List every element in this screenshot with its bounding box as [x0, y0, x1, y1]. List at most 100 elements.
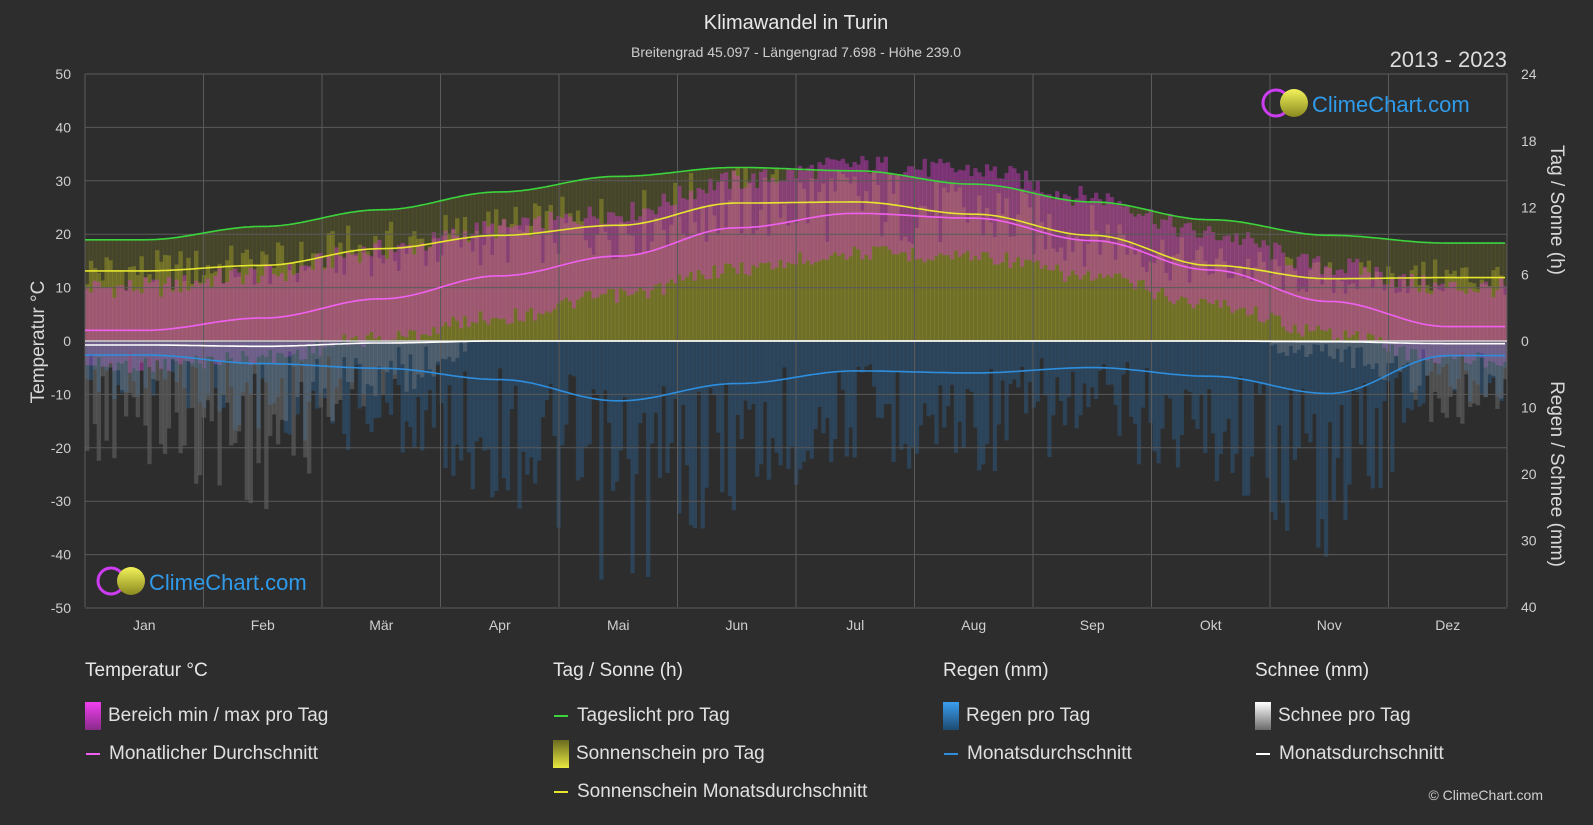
- sunshine-bar: [420, 238, 425, 341]
- snow-bar: [1331, 341, 1336, 359]
- logo-top[interactable]: ClimeChart.com: [1261, 88, 1470, 118]
- rain-bar: [895, 341, 900, 372]
- temp-range-bar: [1179, 227, 1185, 297]
- temp-range-bar: [805, 167, 811, 261]
- temp-range-bar: [275, 276, 281, 353]
- y-tick-label-temp: -20: [51, 440, 71, 456]
- rain-bar: [517, 341, 522, 509]
- sunshine-bar: [833, 191, 838, 341]
- rain-bar: [427, 341, 433, 391]
- rain-bar: [653, 341, 659, 413]
- sunshine-bar: [607, 240, 612, 341]
- sunshine-bar: [197, 282, 203, 341]
- rain-bar: [957, 341, 962, 422]
- sunshine-bar: [599, 198, 604, 341]
- rain-bar: [833, 341, 838, 440]
- snow-bar: [435, 341, 440, 362]
- snow-bar: [1417, 341, 1422, 386]
- sunshine-bar: [1195, 249, 1200, 341]
- sunshine-bar: [1148, 261, 1153, 341]
- temp-range-bar: [1242, 238, 1247, 308]
- rain-bar: [630, 341, 635, 574]
- snow-bar: [1475, 341, 1481, 406]
- rain-bar: [731, 341, 737, 511]
- sunshine-bar: [622, 223, 627, 341]
- sunshine-bar: [529, 225, 534, 341]
- sunshine-bar: [392, 261, 398, 341]
- rain-bar: [423, 341, 429, 411]
- rain-bar: [525, 341, 530, 475]
- temp-range-bar: [1253, 243, 1259, 307]
- snow-bar: [1405, 341, 1411, 363]
- rain-bar: [404, 341, 409, 422]
- sunshine-bar: [646, 253, 651, 341]
- y-tick-label-hours: 12: [1521, 200, 1537, 216]
- rain-bar: [1171, 341, 1177, 440]
- sunshine-bar: [1117, 224, 1122, 341]
- sunshine-bar: [992, 237, 998, 341]
- sunshine-bar: [1113, 259, 1118, 341]
- legend-label: Monatsdurchschnitt: [1279, 743, 1444, 764]
- rain-bar: [770, 341, 775, 439]
- snow-bar: [1273, 341, 1278, 345]
- temp-range-bar: [494, 238, 499, 318]
- legend-title: Temperatur °C: [85, 660, 208, 681]
- sunshine-bar: [930, 217, 935, 341]
- temp-range-bar: [700, 189, 705, 275]
- temp-range-bar: [1483, 281, 1488, 368]
- temp-range-bar: [283, 281, 288, 358]
- sunshine-bar: [1358, 262, 1364, 341]
- sunshine-bar: [848, 183, 853, 341]
- temp-range-bar: [1362, 266, 1368, 341]
- temp-range-bar: [151, 279, 156, 372]
- rain-bar: [490, 341, 495, 498]
- temp-range-bar: [1390, 278, 1395, 345]
- snow-bar: [1390, 341, 1395, 364]
- logo-bottom[interactable]: ClimeChart.com: [96, 566, 307, 596]
- temp-range-bar: [1351, 262, 1356, 335]
- temp-range-bar: [1382, 284, 1387, 349]
- rain-bar: [1129, 341, 1134, 417]
- sunshine-bar: [213, 271, 218, 341]
- sunshine-bar: [914, 228, 920, 341]
- rain-bar: [116, 341, 121, 386]
- daylight-bar: [170, 237, 176, 341]
- x-tick-label-month: Mär: [369, 617, 393, 633]
- sunshine-bar: [727, 200, 733, 341]
- rain-bar: [1409, 341, 1414, 411]
- sunshine-bar: [1491, 270, 1496, 341]
- temp-range-bar: [1331, 274, 1336, 341]
- sunshine-bar: [1397, 291, 1403, 341]
- sunshine-bar: [903, 236, 908, 341]
- rain-bar: [1238, 341, 1243, 377]
- sunshine-bar: [423, 265, 429, 341]
- snow-bar: [1374, 341, 1379, 364]
- sunshine-bar: [969, 213, 974, 341]
- snow-bar: [299, 341, 304, 383]
- rain-bar: [1207, 341, 1212, 390]
- temp-range-bar: [1164, 219, 1169, 297]
- temp-range-bar: [571, 221, 577, 309]
- rain-bar: [190, 341, 195, 367]
- temp-range-bar: [657, 206, 662, 284]
- sunshine-bar: [233, 277, 238, 341]
- rain-bar: [977, 341, 982, 471]
- temp-range-bar: [120, 285, 125, 364]
- temp-range-bar: [1300, 253, 1305, 337]
- sunshine-bar: [435, 261, 440, 341]
- sunshine-bar: [704, 241, 709, 341]
- temp-range-bar: [774, 182, 779, 268]
- sunshine-bar: [439, 255, 444, 341]
- temp-range-bar: [677, 185, 682, 275]
- temp-range-bar: [568, 216, 573, 302]
- temp-range-bar: [1152, 224, 1157, 300]
- rain-bar: [1319, 341, 1325, 520]
- sunshine-bar: [918, 205, 924, 341]
- sunshine-bar: [474, 230, 479, 341]
- sunshine-bar: [256, 265, 261, 341]
- rain-bar: [1199, 341, 1204, 396]
- temp-range-bar: [1039, 192, 1044, 269]
- sunshine-bar: [162, 255, 168, 341]
- temp-range-bar: [256, 283, 261, 357]
- temp-range-bar: [166, 276, 172, 371]
